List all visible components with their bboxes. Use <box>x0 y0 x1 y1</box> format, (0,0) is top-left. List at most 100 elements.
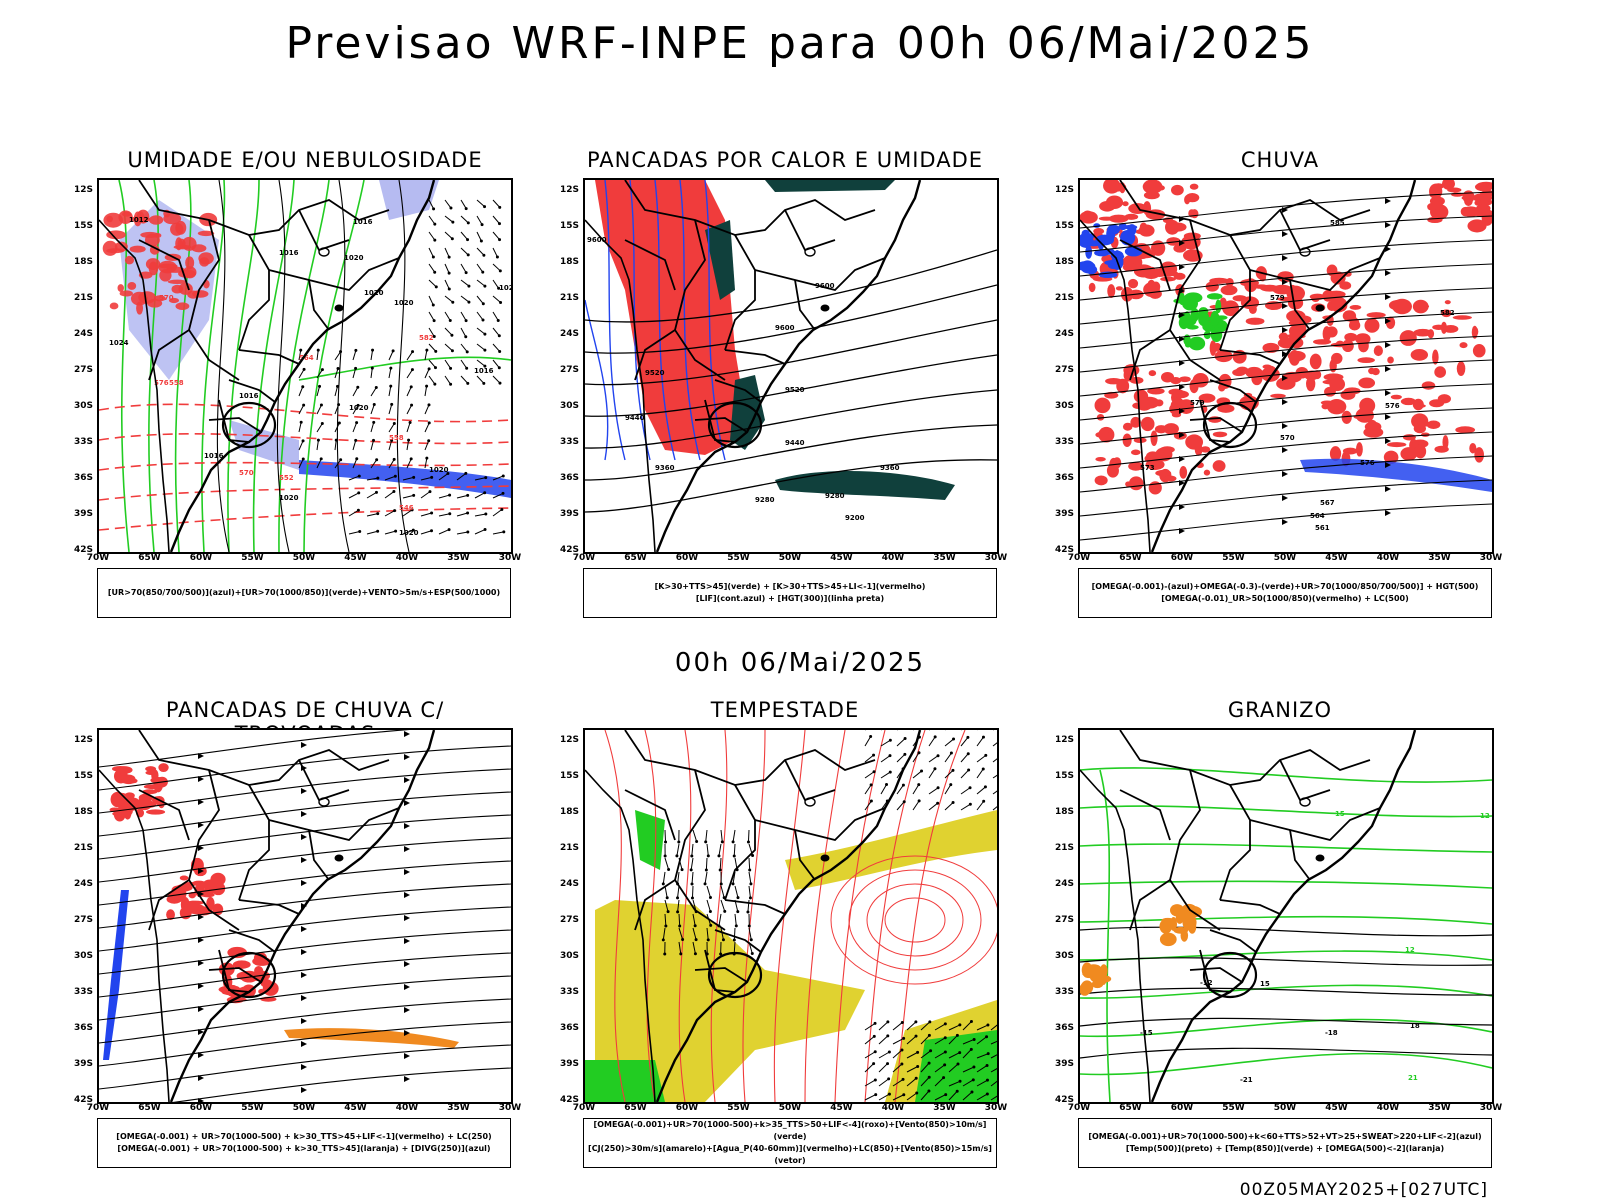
lon-tick-label: 50W <box>292 553 316 563</box>
lat-tick-label: 33S <box>559 437 579 447</box>
lat-tick-label: 12S <box>1054 735 1074 745</box>
lon-tick-label: 55W <box>241 553 264 563</box>
humidity-north <box>379 180 439 220</box>
contour-line <box>585 299 609 461</box>
lat-tick-label: 39S <box>559 1059 579 1069</box>
contour-label: 18 <box>1410 1022 1420 1030</box>
lat-tick-label: 39S <box>73 1059 93 1069</box>
lon-tick-label: 35W <box>447 553 470 563</box>
contour-label: 9200 <box>845 514 865 522</box>
lon-tick-label: 45W <box>344 1103 367 1113</box>
contour-label: 582 <box>419 334 434 342</box>
humidity-low-contour <box>303 180 365 552</box>
lon-tick-label: 55W <box>727 1103 750 1113</box>
lc250-streamlines <box>99 730 511 1102</box>
lat-tick-label: 36S <box>1054 1023 1074 1033</box>
humidity-low-contour <box>148 180 159 552</box>
lon-tick-label: 40W <box>395 553 419 563</box>
lat-tick-label: 30S <box>73 401 93 411</box>
lat-tick-label: 15S <box>559 771 579 781</box>
lat-tick-label: 27S <box>1054 915 1074 925</box>
lon-tick-label: 70W <box>572 553 596 563</box>
lat-tick-label: 21S <box>73 293 93 303</box>
hgt300-contour <box>585 319 997 386</box>
p3-map: 585 582 579 576 573 570 567 564 561 579 576 <box>1078 178 1494 554</box>
wind-vectors-ne <box>428 199 503 386</box>
lat-tick-label: 24S <box>559 329 579 339</box>
rain-green <box>1173 292 1228 351</box>
wind-vectors-south <box>348 471 506 535</box>
temp850-contour <box>1080 1052 1492 1076</box>
contour-label: -18 <box>1325 1029 1338 1037</box>
rain-red-ne <box>1427 180 1492 233</box>
contour-label: 546 <box>399 504 414 512</box>
contour-label: 12 <box>1480 812 1490 820</box>
p6-map: 12 15 18 21 -12 -15 -18 -21 12 15 <box>1078 728 1494 1104</box>
contour-label: 561 <box>1315 524 1330 532</box>
contour-label: -15 <box>1140 1029 1153 1037</box>
legend-line: [OMEGA(-0.001)-(azul)+OMEGA(-0.3)-(verde… <box>1091 582 1479 591</box>
lat-tick-label: 24S <box>73 879 93 889</box>
contour-label: 1024 <box>109 339 129 347</box>
contour-label: 1016 <box>239 392 259 400</box>
humidity-low-contour <box>227 180 260 552</box>
omega-orange-w <box>1080 962 1112 996</box>
p3-legend: [OMEGA(-0.001)-(azul)+OMEGA(-0.3)-(verde… <box>1078 568 1492 618</box>
lat-tick-label: 24S <box>559 879 579 889</box>
lon-tick-label: 40W <box>881 553 905 563</box>
contour-label: 9440 <box>785 439 805 447</box>
wind-vectors-south <box>864 1019 997 1101</box>
lat-tick-label: 42S <box>559 545 579 555</box>
lon-tick-label: 40W <box>395 1103 419 1113</box>
contour-label: 9600 <box>815 282 835 290</box>
lat-tick-label: 18S <box>73 807 93 817</box>
lon-tick-label: 60W <box>189 1103 213 1113</box>
legend-line: [OMEGA(-0.001)+UR>70(1000-500)+k>35_TTS>… <box>593 1120 987 1141</box>
lon-tick-label: 50W <box>292 1103 316 1113</box>
pressure-contour <box>276 180 290 552</box>
lat-tick-label: 18S <box>73 257 93 267</box>
lat-tick-label: 42S <box>1054 545 1074 555</box>
contour-label: 570 <box>1280 434 1295 442</box>
contour-label: 15 <box>1260 980 1270 988</box>
lon-tick-label: 35W <box>933 1103 956 1113</box>
lat-tick-label: 42S <box>73 545 93 555</box>
lon-tick-label: 60W <box>1170 1103 1194 1113</box>
humidity-low-contour <box>201 180 226 552</box>
lat-tick-label: 36S <box>73 1023 93 1033</box>
rain-red-east <box>1322 296 1486 467</box>
lon-tick-label: 40W <box>1376 1103 1400 1113</box>
lat-tick-label: 15S <box>559 221 579 231</box>
lon-tick-label: 65W <box>624 1103 647 1113</box>
legend-line: [OMEGA(-0.001)+UR>70(1000-500)+k<60+TTS>… <box>1088 1132 1482 1141</box>
lat-tick-label: 27S <box>1054 365 1074 375</box>
pressure-contour <box>396 180 410 552</box>
temp500-contour <box>1080 926 1492 937</box>
contour-label: 9440 <box>625 414 645 422</box>
temp850-contour <box>1080 805 1492 818</box>
lon-tick-label: 65W <box>1119 553 1142 563</box>
legend-line: [OMEGA(-0.01)_UR>50(1000/850)(vermelho) … <box>1161 594 1409 603</box>
mid-forecast-time: 00h 06/Mai/2025 <box>674 648 926 678</box>
lon-tick-label: 40W <box>1376 553 1400 563</box>
contour-line <box>1099 769 1111 1102</box>
p1-title: UMIDADE E/OU NEBULOSIDADE <box>127 148 483 172</box>
lat-tick-label: 27S <box>73 365 93 375</box>
lat-tick-label: 21S <box>559 843 579 853</box>
contour-label: 579 <box>1190 399 1205 407</box>
p4-map <box>97 728 513 1104</box>
contour-label: 564 <box>1310 512 1325 520</box>
humidity-low-contour <box>252 180 295 552</box>
anticyclone-streamline <box>884 897 946 943</box>
lon-tick-label: 60W <box>1170 553 1194 563</box>
legend-line: [OMEGA(-0.001) + UR>70(1000-500) + k>30_… <box>116 1132 492 1141</box>
lon-tick-label: 30W <box>984 1103 1008 1113</box>
divergence-blue <box>103 890 129 1060</box>
coastline-and-borders <box>99 730 436 1102</box>
coastline-and-borders <box>99 180 436 552</box>
lat-tick-label: 12S <box>559 185 579 195</box>
coastline-and-borders <box>585 180 922 552</box>
legend-line: [LIF](cont.azul) + [HGT(300)](linha pret… <box>695 594 885 603</box>
contour-label: 576 <box>1385 402 1400 410</box>
omega-orange <box>1159 903 1203 947</box>
